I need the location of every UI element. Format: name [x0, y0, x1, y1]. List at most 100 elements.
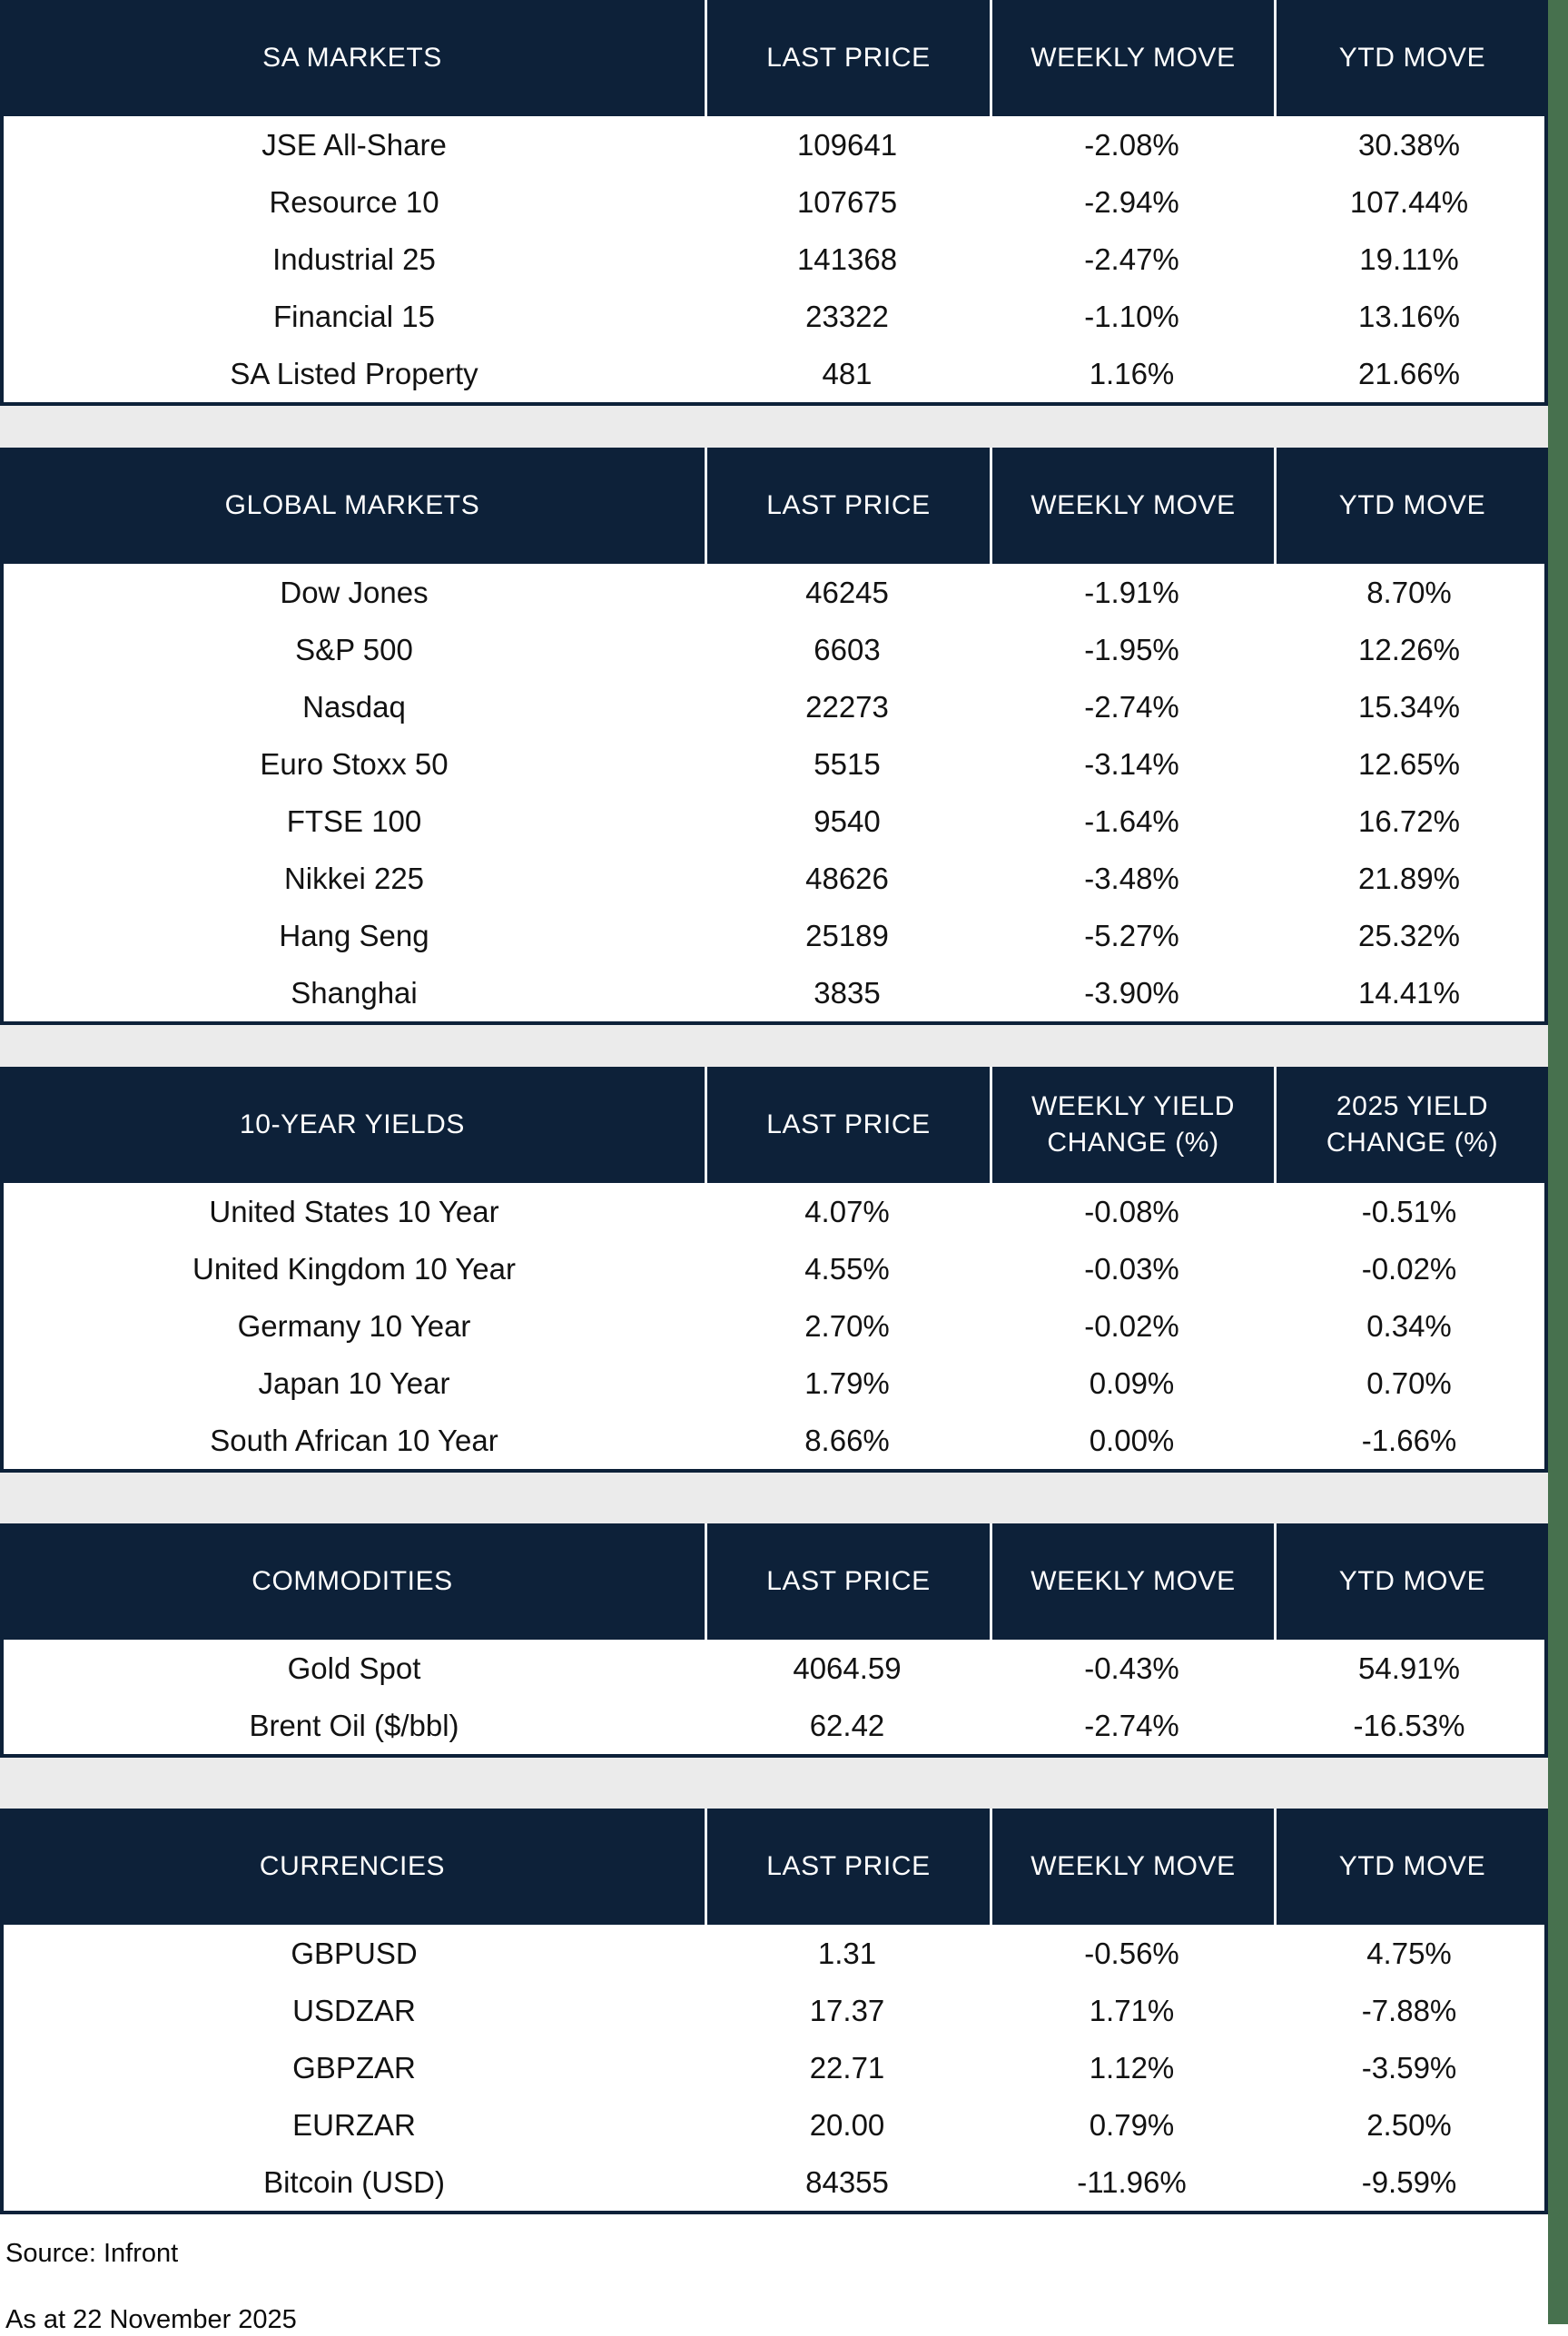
table-row: Nasdaq 22273 -2.74% 15.34% [4, 678, 1544, 735]
table-row: SA Listed Property 481 1.16% 21.66% [4, 345, 1544, 402]
table-header: 10-YEAR YIELDS LAST PRICE WEEKLY YIELD CHA… [0, 1067, 1548, 1183]
value-cell: 0.34% [1366, 1308, 1452, 1343]
table-body: GBPUSD 1.31 -0.56% 4.75% USDZAR 17.37 1.71% -7.… [0, 1925, 1548, 2214]
value-cell: 25189 [805, 918, 889, 952]
value-cell: 12.26% [1358, 632, 1460, 666]
value-cell: 22273 [805, 689, 889, 724]
value-cell: 2.70% [804, 1308, 890, 1343]
instrument-name: Germany 10 Year [237, 1308, 471, 1343]
value-cell: -0.08% [1084, 1194, 1179, 1228]
value-cell: -3.90% [1084, 975, 1179, 1010]
value-cell: 107675 [796, 184, 898, 219]
value-cell: -0.43% [1084, 1651, 1179, 1685]
green-border-strip [1548, 0, 1568, 2324]
instrument-name: EURZAR [292, 2107, 416, 2142]
value-cell: -5.27% [1084, 918, 1179, 952]
value-cell: -0.02% [1361, 1251, 1457, 1286]
table-row: S&P 500 6603 -1.95% 12.26% [4, 621, 1544, 678]
table-title: 10-YEAR YIELDS [240, 1109, 465, 1139]
value-cell: 8.66% [804, 1423, 890, 1457]
table-header: SA MARKETS LAST PRICE WEEKLY MOVE YTD MOVE [0, 0, 1548, 116]
instrument-name: Euro Stoxx 50 [260, 746, 449, 781]
value-cell: -2.08% [1084, 127, 1179, 162]
instrument-name: Nasdaq [302, 689, 406, 724]
value-cell: 30.38% [1358, 127, 1460, 162]
value-cell: 25.32% [1358, 918, 1460, 952]
value-cell: 16.72% [1358, 803, 1460, 838]
instrument-name: Shanghai [291, 975, 418, 1010]
table-row: Japan 10 Year 1.79% 0.09% 0.70% [4, 1355, 1544, 1412]
as-at-date: As at 22 November 2025 [5, 2304, 297, 2334]
value-cell: 1.16% [1089, 356, 1175, 390]
value-cell: 4064.59 [793, 1651, 902, 1685]
value-cell: 20.00 [809, 2107, 885, 2142]
section-gap [0, 1473, 1548, 1523]
column-header: YTD MOVE [1274, 0, 1548, 116]
column-header: YTD MOVE [1274, 448, 1548, 564]
value-cell: -9.59% [1361, 2164, 1457, 2199]
value-cell: -3.48% [1084, 861, 1179, 895]
value-cell: 0.00% [1089, 1423, 1175, 1457]
table-currencies: CURRENCIES LAST PRICE WEEKLY MOVE YTD MOVE G… [0, 1809, 1548, 2214]
table-sa-markets: SA MARKETS LAST PRICE WEEKLY MOVE YTD MOVE J… [0, 0, 1548, 406]
value-cell: -1.95% [1084, 632, 1179, 666]
column-header: WEEKLY MOVE [990, 1523, 1274, 1640]
column-header: WEEKLY MOVE [990, 1809, 1274, 1925]
table-row: GBPUSD 1.31 -0.56% 4.75% [4, 1925, 1544, 1982]
table-row: Germany 10 Year 2.70% -0.02% 0.34% [4, 1297, 1544, 1355]
value-cell: 0.70% [1366, 1365, 1452, 1400]
instrument-name: GBPUSD [291, 1936, 418, 1970]
value-cell: 23322 [805, 299, 889, 333]
column-header: WEEKLY YIELD CHANGE (%) [990, 1067, 1274, 1183]
value-cell: 1.79% [804, 1365, 890, 1400]
value-cell: 12.65% [1358, 746, 1460, 781]
column-header: YTD MOVE [1274, 1809, 1548, 1925]
table-body: Gold Spot 4064.59 -0.43% 54.91% Brent Oil ($… [0, 1640, 1548, 1758]
table-header: GLOBAL MARKETS LAST PRICE WEEKLY MOVE YTD M… [0, 448, 1548, 564]
table-row: USDZAR 17.37 1.71% -7.88% [4, 1982, 1544, 2039]
column-header: WEEKLY MOVE [990, 448, 1274, 564]
value-cell: 21.89% [1358, 861, 1460, 895]
section-gap [0, 1025, 1548, 1067]
column-header: YTD MOVE [1274, 1523, 1548, 1640]
value-cell: 22.71 [809, 2050, 885, 2085]
value-cell: -2.74% [1084, 689, 1179, 724]
table-header: CURRENCIES LAST PRICE WEEKLY MOVE YTD MOVE [0, 1809, 1548, 1925]
value-cell: -0.02% [1084, 1308, 1179, 1343]
table-title: CURRENCIES [259, 1850, 446, 1881]
value-cell: 19.11% [1359, 241, 1459, 276]
value-cell: 0.09% [1089, 1365, 1175, 1400]
table-row: GBPZAR 22.71 1.12% -3.59% [4, 2039, 1544, 2096]
value-cell: -2.47% [1084, 241, 1179, 276]
table-row: Bitcoin (USD) 84355 -11.96% -9.59% [4, 2154, 1544, 2211]
value-cell: 13.16% [1358, 299, 1460, 333]
value-cell: -16.53% [1353, 1708, 1465, 1742]
value-cell: 17.37 [809, 1993, 885, 2027]
instrument-name: South African 10 Year [210, 1423, 498, 1457]
instrument-name: SA Listed Property [230, 356, 478, 390]
table-row: Gold Spot 4064.59 -0.43% 54.91% [4, 1640, 1544, 1697]
value-cell: -0.03% [1084, 1251, 1179, 1286]
section-gap [0, 1758, 1548, 1809]
table-title: GLOBAL MARKETS [224, 489, 480, 520]
value-cell: 48626 [805, 861, 889, 895]
value-cell: 15.34% [1358, 689, 1460, 724]
value-cell: -0.56% [1084, 1936, 1179, 1970]
instrument-name: Gold Spot [287, 1651, 421, 1685]
column-header: LAST PRICE [705, 1523, 990, 1640]
table-row: Shanghai 3835 -3.90% 14.41% [4, 964, 1544, 1021]
instrument-name: JSE All-Share [261, 127, 447, 162]
value-cell: -1.91% [1084, 575, 1179, 609]
instrument-name: Resource 10 [269, 184, 439, 219]
value-cell: -3.14% [1084, 746, 1179, 781]
table-header: COMMODITIES LAST PRICE WEEKLY MOVE YTD MOVE [0, 1523, 1548, 1640]
value-cell: 5515 [814, 746, 881, 781]
value-cell: 9540 [814, 803, 881, 838]
value-cell: 109641 [796, 127, 898, 162]
footer: Source: Infront As at 22 November 2025 [0, 2214, 1548, 2334]
table-body: JSE All-Share 109641 -2.08% 30.38% Resource … [0, 116, 1548, 406]
instrument-name: GBPZAR [292, 2050, 416, 2085]
tables-container: SA MARKETS LAST PRICE WEEKLY MOVE YTD MOVE J… [0, 0, 1548, 2214]
table-row: Financial 15 23322 -1.10% 13.16% [4, 288, 1544, 345]
